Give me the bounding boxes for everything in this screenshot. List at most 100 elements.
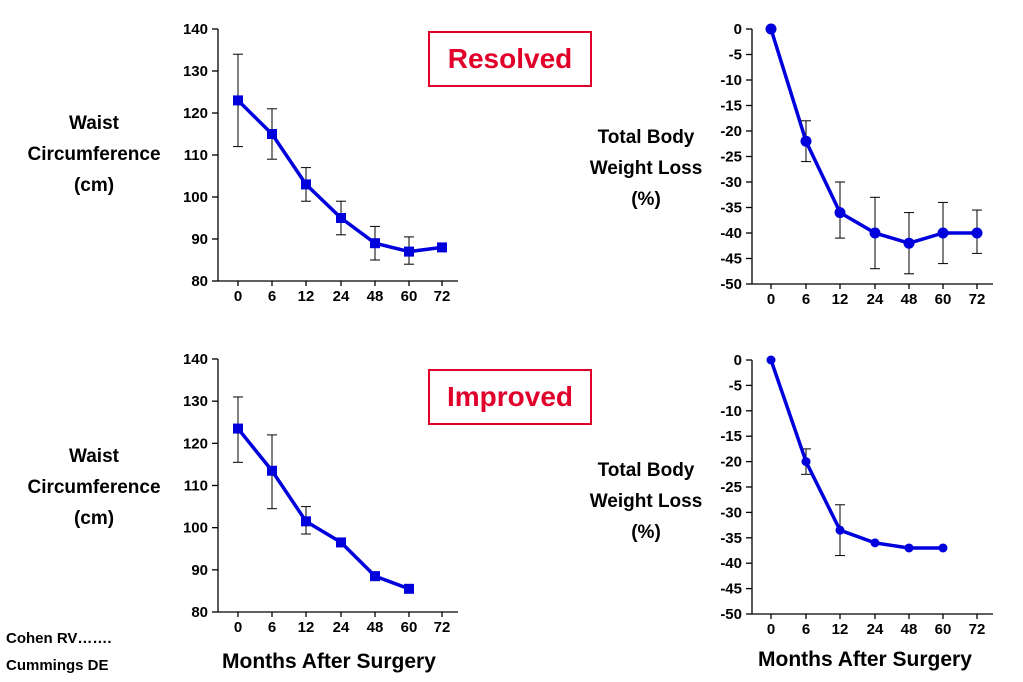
- chart-2-point-6: [971, 227, 983, 239]
- chart-3-point-2: [301, 516, 311, 527]
- chart-4-point-4: [904, 543, 914, 553]
- chart-4-point-0: [766, 355, 776, 365]
- chart-1-y-tick-label-2: 100: [183, 189, 208, 206]
- chart-3-y-tick-label-4: 120: [183, 435, 208, 452]
- chart-2-y-tick-label-10: -50: [720, 276, 742, 293]
- chart-2-ylabel: Total Body Weight Loss (%): [578, 122, 714, 215]
- chart-1-point-4: [370, 238, 380, 249]
- chart-1-ylabel-line-3: (cm): [73, 175, 115, 196]
- chart-2-x-tick-label-4: 48: [901, 291, 918, 308]
- chart-4-x-tick-label-4: 48: [901, 621, 918, 638]
- chart-2-y-tick-label-9: -45: [720, 251, 742, 268]
- chart-4-y-tick-label-9: -45: [720, 581, 742, 598]
- chart-3-series-line: [236, 427, 410, 591]
- chart-4-x-tick-label-5: 60: [935, 621, 952, 638]
- chart-3-ylabel-line-2: Circumference: [27, 477, 161, 498]
- chart-1-point-5: [404, 246, 414, 257]
- chart-4-y-tick-label-2: -10: [720, 403, 742, 420]
- chart-2-ylabel-line-2: Weight Loss: [589, 158, 703, 179]
- chart-2-y-tick-label-3: -15: [720, 98, 742, 115]
- chart-3-y-tick-label-3: 110: [184, 478, 208, 495]
- chart-2-y-tick-label-6: -30: [720, 174, 742, 191]
- chart-1-ylabel-line-2: Circumference: [27, 144, 161, 165]
- chart-4-y-tick-label-8: -40: [720, 555, 742, 572]
- chart-2-x-tick-label-5: 60: [935, 291, 952, 308]
- chart-2-point-1: [800, 135, 812, 147]
- chart-1-x-tick-label-3: 24: [333, 288, 350, 305]
- chart-4-xlabel: Months After Surgery: [758, 648, 972, 671]
- chart-3-y-tick-label-1: 90: [191, 562, 208, 579]
- chart-1-series-line: [236, 99, 443, 254]
- chart-4-point-1: [801, 457, 811, 467]
- chart-3-x-tick-label-1: 6: [268, 619, 276, 636]
- credit-author-2: Cummings DE: [6, 657, 109, 674]
- chart-4-x-tick-label-0: 0: [767, 621, 775, 638]
- chart-1-y-tick-label-1: 90: [191, 231, 208, 248]
- chart-2-x-tick-label-2: 12: [832, 291, 849, 308]
- chart-4-y-tick-label-3: -15: [720, 428, 742, 445]
- chart-3-ylabel-line-1: Waist: [69, 446, 119, 467]
- chart-3-x-tick-label-5: 60: [401, 619, 418, 636]
- chart-2-y-tick-label-8: -40: [720, 225, 742, 242]
- chart-3-y-tick-label-2: 100: [183, 520, 208, 537]
- chart-4-x-tick-label-2: 12: [832, 621, 849, 638]
- chart-1-x-tick-label-4: 48: [367, 288, 384, 305]
- chart-3-point-5: [404, 583, 414, 594]
- chart-2-point-2: [834, 207, 846, 219]
- chart-4-ylabel-line-1: Total Body: [597, 460, 695, 481]
- chart-4-series-line: [769, 359, 943, 550]
- chart-3-point-1: [267, 465, 277, 476]
- chart-3-x-tick-label-0: 0: [234, 619, 242, 636]
- chart-1-x-tick-label-5: 60: [401, 288, 418, 305]
- chart-2-x-tick-label-1: 6: [802, 291, 810, 308]
- chart-1-y-tick-label-6: 140: [183, 21, 208, 38]
- chart-2-y-tick-label-4: -20: [720, 123, 742, 140]
- chart-2-ylabel-line-3: (%): [631, 189, 661, 210]
- chart-3-point-0: [233, 423, 243, 434]
- chart-1-y-tick-label-4: 120: [183, 105, 208, 122]
- chart-1-y-tick-label-5: 130: [183, 63, 208, 80]
- chart-3-y-tick-label-0: 80: [191, 604, 208, 621]
- chart-3-xlabel: Months After Surgery: [222, 650, 436, 673]
- chart-2-ylabel-line-1: Total Body: [597, 127, 695, 148]
- chart-1-ylabel-line-1: Waist: [69, 113, 119, 134]
- chart-1-x-tick-label-2: 12: [298, 288, 315, 305]
- chart-1-x-tick-label-0: 0: [234, 288, 242, 305]
- chart-3-point-3: [336, 537, 346, 548]
- chart-2-y-tick-label-7: -35: [720, 200, 742, 217]
- chart-3-x-tick-label-3: 24: [333, 619, 350, 636]
- chart-2-x-tick-label-6: 72: [969, 291, 986, 308]
- chart-1-point-2: [301, 179, 311, 190]
- chart-4-point-2: [835, 525, 845, 535]
- credit-author-1: Cohen RV…….: [6, 630, 112, 647]
- chart-3-ylabel-line-3: (cm): [73, 508, 115, 529]
- chart-1-ylabel: Waist Circumference (cm): [20, 108, 168, 201]
- chart-4-y-tick-label-6: -30: [720, 504, 742, 521]
- chart-2-point-4: [903, 237, 915, 249]
- chart-4-y-tick-label-5: -25: [720, 479, 742, 496]
- chart-4-x-tick-label-6: 72: [969, 621, 986, 638]
- chart-1-point-1: [267, 129, 277, 139]
- chart-2-x-tick-label-3: 24: [867, 291, 884, 308]
- chart-4-y-tick-label-0: 0: [734, 352, 742, 369]
- chart-4-x-tick-label-3: 24: [867, 621, 884, 638]
- chart-3-x-tick-label-6: 72: [434, 619, 451, 636]
- chart-4-ylabel: Total Body Weight Loss (%): [578, 455, 714, 548]
- chart-1-point-6: [437, 242, 447, 253]
- chart-1-y-tick-label-3: 110: [184, 147, 208, 164]
- chart-2-y-tick-label-5: -25: [720, 149, 742, 166]
- chart-4-y-tick-label-4: -20: [720, 454, 742, 471]
- chart-3-ylabel: Waist Circumference (cm): [20, 441, 168, 534]
- resolved-label-box: Resolved: [428, 31, 592, 87]
- chart-4-y-tick-label-1: -5: [729, 377, 742, 394]
- chart-3-point-4: [370, 571, 380, 582]
- chart-3-y-tick-label-5: 130: [183, 393, 208, 410]
- chart-4-point-5: [938, 543, 948, 553]
- chart-4-y-tick-label-10: -50: [720, 606, 742, 623]
- chart-1-y-tick-label-0: 80: [191, 273, 208, 290]
- chart-2-y-tick-label-0: 0: [734, 21, 742, 38]
- chart-2-x-tick-label-0: 0: [767, 291, 775, 308]
- chart-4-x-tick-label-1: 6: [802, 621, 810, 638]
- chart-1-x-tick-label-6: 72: [434, 288, 451, 305]
